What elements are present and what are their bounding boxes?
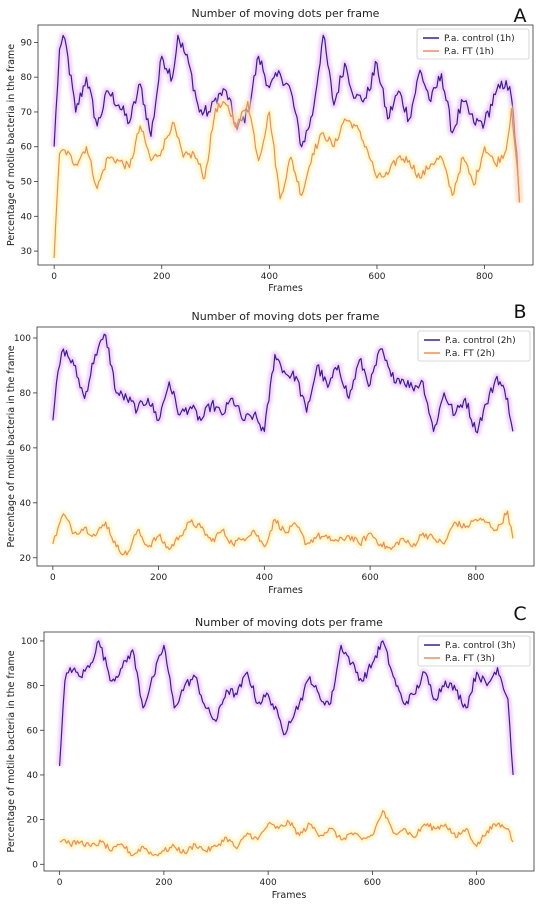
series-line-ft [53, 100, 521, 259]
legend-box [416, 28, 530, 60]
chart-panel-c: Number of moving dots per frame C0 200 400 6… [6, 603, 535, 901]
panel-label: B [513, 301, 526, 323]
x-tick-label: 600 [368, 272, 385, 282]
series-line-ft [52, 510, 514, 556]
series-glow-ft [49, 507, 517, 559]
x-tick-label: 0 [51, 272, 57, 282]
x-tick-label: 200 [150, 573, 167, 583]
chart-title: Number of moving dots per frame [195, 616, 383, 629]
y-tick-label: 60 [27, 726, 39, 736]
x-axis-label: Frames [268, 283, 303, 294]
x-tick-label: 400 [260, 878, 277, 888]
legend-box [417, 635, 531, 667]
y-tick-label: 20 [20, 554, 32, 564]
legend-entry: P.a. FT (1h) [444, 47, 494, 57]
series-line-control [59, 640, 514, 776]
plot-frame [36, 326, 535, 567]
chart-title: Number of moving dots per frame [192, 310, 380, 323]
y-tick-label: 80 [21, 73, 33, 83]
y-tick-label: 40 [21, 212, 33, 222]
x-tick-label: 800 [467, 573, 484, 583]
chart-panel-a: Number of moving dots per frame A 0 200 400 6… [6, 5, 534, 294]
series-line-control [53, 34, 521, 203]
legend: P.a. control (3h) P.a. FT (3h) [417, 635, 531, 667]
y-tick-label: 80 [20, 389, 32, 399]
x-tick-label: 400 [261, 272, 278, 282]
chart-title: Number of moving dots per frame [192, 7, 380, 20]
x-tick-label: 400 [256, 573, 273, 583]
y-tick-label: 60 [20, 444, 32, 454]
plot-frame [43, 631, 535, 872]
y-tick-label: 80 [27, 682, 39, 692]
x-tick-label: 800 [476, 272, 493, 282]
y-axis-label: Percentage of motile bacteria in the fra… [6, 345, 17, 547]
x-tick-label: 600 [364, 878, 381, 888]
plot-frame [37, 24, 534, 266]
x-tick-label: 200 [155, 878, 172, 888]
legend-entry: P.a. FT (3h) [445, 654, 495, 664]
y-tick-label: 50 [21, 178, 33, 188]
series-line-control [52, 333, 514, 434]
y-tick-label: 30 [21, 247, 33, 257]
x-tick-label: 0 [57, 878, 63, 888]
y-tick-label: 0 [32, 860, 38, 870]
legend-box [417, 330, 531, 362]
legend-entry: P.a. FT (2h) [445, 349, 495, 359]
x-axis-label: Frames [268, 585, 303, 596]
y-tick-label: 100 [21, 637, 38, 647]
y-axis-label: Percentage of motile bacteria in the fra… [6, 650, 17, 852]
legend: P.a. control (2h) P.a. FT (2h) [417, 330, 531, 362]
legend: P.a. control (1h) P.a. FT (1h) [416, 28, 530, 60]
x-tick-label: 0 [50, 573, 56, 583]
y-tick-label: 20 [27, 816, 39, 826]
y-tick-label: 70 [21, 108, 33, 118]
y-tick-label: 40 [27, 771, 39, 781]
legend-entry: P.a. control (3h) [445, 641, 516, 651]
x-tick-label: 200 [153, 272, 170, 282]
legend-entry: P.a. control (1h) [444, 34, 515, 44]
y-tick-label: 100 [14, 334, 31, 344]
x-axis-label: Frames [272, 890, 307, 901]
y-tick-label: 60 [21, 143, 33, 153]
x-tick-label: 800 [468, 878, 485, 888]
x-tick-label: 600 [362, 573, 379, 583]
y-tick-label: 40 [20, 499, 32, 509]
chart-panel-b: Number of moving dots per frame B 0 200 400 6… [6, 301, 535, 596]
panel-label: C [513, 603, 526, 625]
y-tick-label: 90 [21, 38, 33, 48]
panel-label: A [514, 5, 527, 27]
y-axis-label: Percentage of motile bacteria in the fra… [6, 44, 17, 246]
legend-entry: P.a. control (2h) [445, 336, 516, 346]
series-line-ft [59, 810, 514, 857]
